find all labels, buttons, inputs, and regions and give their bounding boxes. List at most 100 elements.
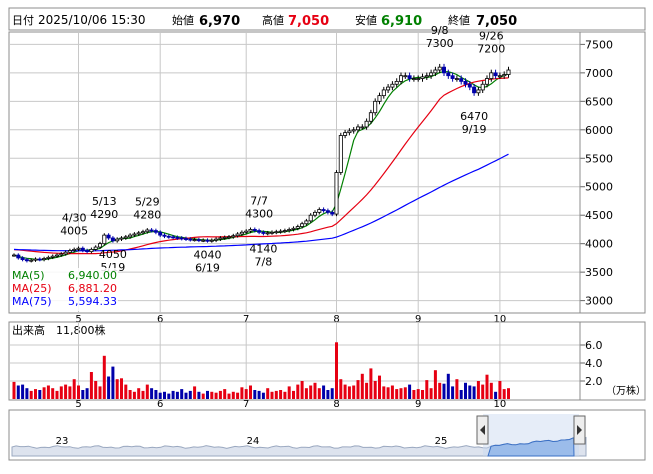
price-annotations: 4/3040055/13429040505/195/29428040406/19… [60,24,505,275]
candle-body [433,69,438,74]
candle-body [377,95,382,102]
annotation-date: 5/13 [92,195,117,208]
volume-bar [94,381,98,399]
candle-body [429,72,434,77]
candle-body [42,258,47,261]
volume-bar [498,381,502,399]
volume-tick-label: 2.0 [585,375,603,388]
overview-left-handle[interactable] [476,415,489,445]
candle-body [334,172,339,215]
candle-body [119,237,124,240]
month-label: 9 [415,399,421,410]
candle-body [55,254,60,257]
candle-body [158,231,163,236]
candle-body [102,234,107,245]
month-label: 10 [494,399,507,410]
volume-bar [489,382,493,399]
volume-bar [180,389,184,399]
volume-bar [46,385,50,399]
candle-body [231,235,236,238]
candle-body [287,229,292,231]
annotation-date: 6470 [460,110,488,123]
volume-bar [446,373,450,399]
volume-bar [188,390,192,399]
month-label: 5 [75,314,81,325]
candle-body [183,238,188,240]
annotation-value: 4290 [90,208,118,221]
annotation-value: 6/19 [195,261,220,274]
candle-body [269,231,274,234]
volume-bar [158,392,162,399]
volume-bar [85,388,89,399]
volume-bars [12,342,510,399]
close-label: 終値 [448,13,470,27]
candle-body [480,83,485,91]
candle-body [274,231,279,234]
candle-body [446,72,451,77]
volume-bar [214,392,218,399]
volume-bar [132,391,136,399]
volume-bar [193,386,197,399]
volume-bar [313,382,317,399]
volume-bar [369,368,373,399]
candle-body [248,229,253,232]
candle-body [355,126,360,131]
candle-body [506,69,511,75]
volume-bar [59,386,63,399]
volume-bar [412,390,416,399]
volume-bar [326,390,330,399]
volume-bar [494,391,498,399]
ma25-line [13,77,509,255]
candle-body [222,237,227,239]
volume-bar [201,393,205,399]
volume-bar [442,383,446,399]
volume-bar [459,390,463,399]
candle-body [257,230,262,233]
candle-body [201,239,206,242]
volume-bar [42,387,46,399]
price-axis: 3000 3500 4000 4500 5000 5500 6000 6500 7000 7500 [580,38,613,308]
low-label: 安値 [355,13,377,27]
month-label: 7 [243,314,249,325]
volume-bar [81,390,85,399]
candle-body [454,78,459,80]
price-tick-label: 3500 [585,266,613,279]
candle-body [209,239,214,242]
volume-bar [51,388,55,399]
candle-body [132,233,137,236]
volume-bar [343,384,347,399]
chevron-right-icon [577,425,582,435]
candle-body [484,78,489,85]
volume-bar [12,381,16,399]
month-label: 8 [333,399,339,410]
low-value: 6,910 [381,14,422,29]
volume-bar [77,385,80,399]
candle-body [85,250,90,253]
month-labels-top: 5 6 7 8 9 10 [75,314,506,325]
volume-bar [236,392,240,399]
candle-body [33,258,38,261]
candle-body [476,89,481,94]
annotation-value: 7300 [426,37,454,50]
candle-body [179,237,184,240]
candle-body [171,236,176,239]
month-label: 8 [333,314,339,325]
volume-bar [416,389,420,399]
candle-body [312,211,317,216]
volume-bar [89,372,93,399]
volume-bar [270,391,274,399]
volume-bar [481,384,485,399]
volume-latest: 11,800株 [56,323,106,337]
candlesticks [11,63,511,263]
volume-bar [395,389,399,399]
volume-bar [115,379,119,399]
volume-bar [390,385,394,399]
month-label: 7 [243,399,249,410]
candle-body [317,209,322,213]
candle-body [386,86,391,91]
annotation-value: 4300 [245,208,273,221]
overview-right-handle[interactable] [573,415,586,445]
volume-bar [227,393,231,399]
candle-body [300,223,305,227]
annotation-value: 4280 [133,209,161,222]
